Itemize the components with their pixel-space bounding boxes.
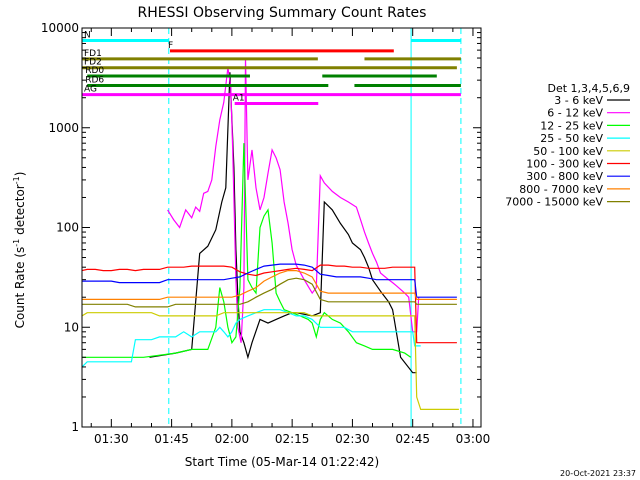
- flag-label-a1: A1: [233, 94, 245, 104]
- flag-label-n: N: [84, 30, 91, 40]
- legend-label-100-300-kev: 100 - 300 keV: [526, 158, 603, 171]
- footer-date: 20-Oct-2021 23:37: [560, 469, 636, 478]
- y-tick-label: 10: [64, 320, 79, 334]
- x-tick-label: 01:45: [154, 432, 189, 446]
- y-axis-label-mid: detector: [13, 184, 27, 239]
- axis-ticks: 01:30 01:45 02:00 02:15 02:30 02:45 03:00 1 10 10…: [41, 21, 490, 446]
- series-line-50-100-kev: [81, 312, 459, 410]
- flag-label-f: F: [168, 41, 173, 51]
- y-axis-label-sup2: -1: [12, 176, 21, 184]
- legend-label-3-6-kev: 3 - 6 keV: [554, 94, 603, 107]
- y-axis-label-sup1: -1: [12, 239, 21, 247]
- series-line-6-12-kev: [167, 57, 420, 343]
- series-line-7000-15000-kev: [82, 277, 457, 308]
- legend-label-12-25-kev: 12 - 25 keV: [540, 119, 603, 132]
- x-tick-label: 02:30: [335, 432, 370, 446]
- y-tick-label: 1000: [48, 121, 79, 135]
- flag-label-rd6: RD6: [85, 76, 104, 86]
- y-tick-label: 100: [56, 221, 79, 235]
- y-axis-label: Count Rate (s-1 detector-1): [12, 172, 27, 329]
- observing-flag-vertical-lines: [81, 28, 462, 427]
- legend-label-25-50-kev: 25 - 50 keV: [540, 132, 603, 145]
- legend-label-7000-15000-kev: 7000 - 15000 keV: [505, 196, 603, 209]
- y-axis-label-end: ): [13, 172, 27, 177]
- series-line-100-300-kev: [81, 264, 457, 344]
- flag-label-fd1: FD1: [84, 49, 102, 59]
- legend-label-50-100-kev: 50 - 100 keV: [533, 145, 603, 158]
- x-tick-label: 02:45: [395, 432, 430, 446]
- legend-label-300-800-kev: 300 - 800 keV: [526, 170, 603, 183]
- legend-label-6-12-kev: 6 - 12 keV: [547, 107, 603, 120]
- x-tick-label: 01:30: [94, 432, 129, 446]
- y-tick-label: 1: [71, 420, 79, 434]
- flag-label-ag: AG: [84, 85, 97, 95]
- series-line-12-25-kev: [82, 143, 412, 358]
- count-rate-series: [81, 57, 459, 410]
- x-tick-label: 02:00: [215, 432, 250, 446]
- y-tick-label: 10000: [41, 21, 79, 35]
- flag-label-fd2: FD2: [84, 58, 102, 68]
- legend-title: Det 1,3,4,5,6,9: [547, 82, 630, 95]
- legend-label-800-7000-kev: 800 - 7000 keV: [519, 183, 603, 196]
- series-line-3-6-kev: [149, 72, 417, 374]
- series-line-25-50-kev: [81, 309, 421, 368]
- x-axis-label: Start Time (05-Mar-14 01:22:42): [185, 455, 379, 469]
- series-line-800-7000-kev: [82, 270, 457, 300]
- x-tick-label: 02:15: [275, 432, 310, 446]
- x-tick-label: 03:00: [456, 432, 491, 446]
- series-line-300-800-kev: [82, 263, 457, 298]
- flag-label-rd0: RD0: [85, 66, 104, 76]
- chart-title: RHESSI Observing Summary Count Rates: [138, 5, 427, 21]
- y-axis-label-main: Count Rate (s: [13, 247, 27, 329]
- plot-frame: [81, 27, 482, 428]
